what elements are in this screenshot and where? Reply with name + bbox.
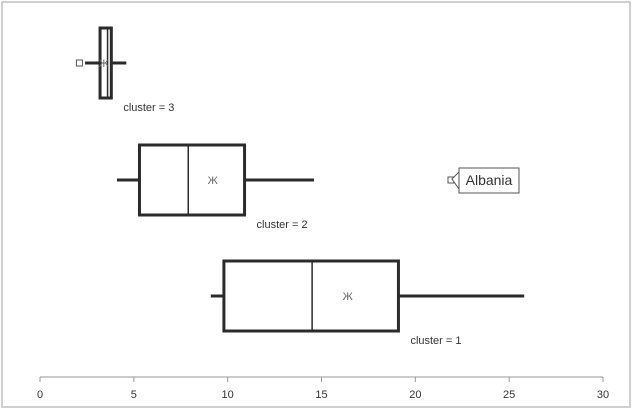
x-tick-label: 20 [409,389,421,401]
x-tick-label: 5 [131,389,137,401]
group-labels: cluster = 3 cluster = 2 cluster = 1 [123,102,461,347]
x-axis: 0 5 10 15 20 25 30 [37,376,609,401]
annotations: Albania [451,167,520,194]
mean-marker: Ж [343,291,353,303]
mean-marker: Ж [208,175,218,187]
callout-box [458,167,520,194]
box-iqr [222,259,400,333]
mean-marker: Ж [99,58,109,70]
x-tick-label: 30 [597,389,609,401]
x-tick-label: 25 [503,389,515,401]
x-tick-label: 10 [222,389,234,401]
box-iqr [137,143,247,217]
x-tick-label: 0 [37,389,43,401]
group-label: cluster = 2 [257,219,308,231]
box-iqr [98,26,113,100]
outlier-point [75,59,83,67]
group-label: cluster = 1 [410,335,461,347]
annotation-label: Albania [466,172,513,188]
box-series: Ж Ж Ж [75,26,525,333]
x-tick-label: 15 [315,389,327,401]
group-label: cluster = 3 [123,102,174,114]
